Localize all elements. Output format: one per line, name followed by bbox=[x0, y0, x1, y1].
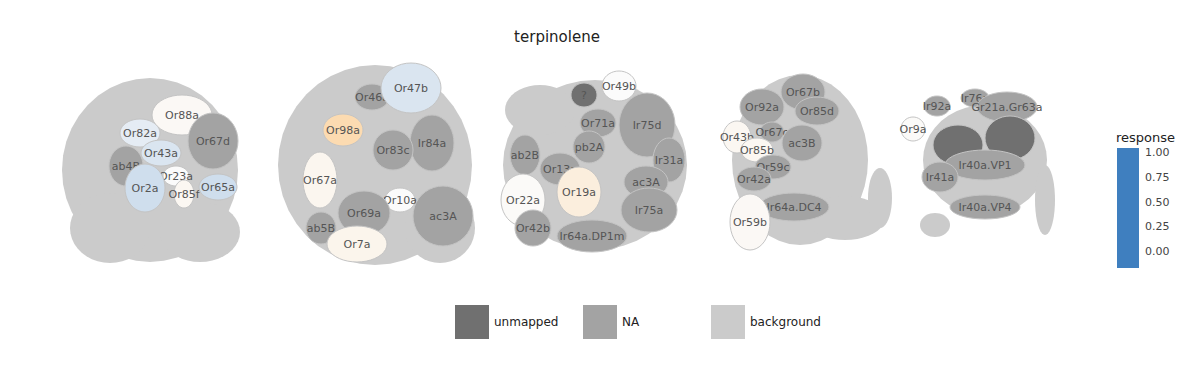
svg-text:0.75: 0.75 bbox=[1145, 171, 1170, 184]
svg-text:Ir64a.DP1m: Ir64a.DP1m bbox=[560, 230, 625, 243]
svg-text:Or19a: Or19a bbox=[562, 186, 596, 199]
svg-text:Or47b: Or47b bbox=[394, 82, 428, 95]
svg-text:1.00: 1.00 bbox=[1145, 146, 1170, 159]
svg-text:Or7a: Or7a bbox=[344, 238, 371, 251]
svg-text:ac3A: ac3A bbox=[429, 210, 457, 223]
svg-text:NA: NA bbox=[622, 315, 640, 329]
svg-text:Ir75a: Ir75a bbox=[635, 204, 664, 217]
svg-text:Or23a: Or23a bbox=[159, 169, 193, 183]
svg-text:Or69a: Or69a bbox=[347, 207, 381, 220]
svg-text:Or67b: Or67b bbox=[786, 86, 820, 99]
svg-text:Or42b: Or42b bbox=[516, 222, 550, 235]
svg-text:background: background bbox=[750, 315, 821, 329]
svg-text:Ir84a: Ir84a bbox=[418, 137, 447, 150]
svg-text:Or71a: Or71a bbox=[581, 117, 615, 130]
svg-text:Or83c: Or83c bbox=[376, 144, 409, 157]
svg-text:Or67a: Or67a bbox=[303, 174, 337, 187]
svg-text:Ir76a: Ir76a bbox=[960, 91, 990, 105]
svg-text:Or67d: Or67d bbox=[196, 135, 230, 148]
svg-text:ab2B: ab2B bbox=[511, 149, 539, 162]
svg-text:0.25: 0.25 bbox=[1145, 220, 1170, 233]
svg-text:Or13a: Or13a bbox=[543, 162, 577, 176]
svg-text:Or85b: Or85b bbox=[740, 144, 774, 157]
svg-text:Ir40a.VP1: Ir40a.VP1 bbox=[958, 159, 1011, 172]
svg-text:pb2A: pb2A bbox=[575, 141, 604, 154]
svg-text:Or49b: Or49b bbox=[602, 80, 636, 93]
svg-text:Ir92a: Ir92a bbox=[923, 100, 952, 113]
svg-text:ac3B: ac3B bbox=[788, 137, 815, 150]
html-text:Or43bOr67c: Or43bOr67c bbox=[719, 125, 789, 144]
svg-text:Ir41a: Ir41a bbox=[926, 171, 955, 184]
svg-text:Gr21a.Gr63a: Gr21a.Gr63a bbox=[971, 101, 1042, 114]
svg-text:Or2a: Or2a bbox=[132, 182, 159, 195]
svg-text:Or65a: Or65a bbox=[201, 181, 235, 194]
svg-text:Or59b: Or59b bbox=[733, 216, 767, 229]
svg-text:Or88a: Or88a bbox=[165, 109, 199, 122]
svg-text:Or46a: Or46a bbox=[355, 90, 389, 104]
svg-text:Or42a: Or42a bbox=[737, 173, 771, 186]
svg-text:Or59c: Or59c bbox=[756, 160, 790, 174]
svg-text:terpinolene: terpinolene bbox=[514, 28, 600, 46]
svg-text:ac3A: ac3A bbox=[632, 176, 660, 189]
svg-text:Ir40a.VP4: Ir40a.VP4 bbox=[958, 201, 1011, 214]
svg-text:Or10a: Or10a bbox=[383, 193, 417, 207]
svg-text:Or82a: Or82a bbox=[123, 127, 157, 140]
svg-text:response: response bbox=[1116, 130, 1175, 145]
svg-text:Or85f: Or85f bbox=[168, 188, 200, 201]
svg-text:Or98a: Or98a bbox=[326, 124, 360, 137]
svg-text:Ir64a.DC4: Ir64a.DC4 bbox=[766, 201, 821, 214]
svg-text:unmapped: unmapped bbox=[494, 315, 559, 329]
svg-text:ab5B: ab5B bbox=[307, 222, 335, 235]
svg-text:Or43a: Or43a bbox=[144, 147, 178, 160]
svg-text:Ir75d: Ir75d bbox=[633, 119, 662, 132]
svg-text:Or22a: Or22a bbox=[506, 194, 540, 207]
svg-text:Or9a: Or9a bbox=[900, 123, 927, 136]
svg-text:Or92a: Or92a bbox=[745, 101, 779, 114]
svg-text:?: ? bbox=[581, 89, 587, 102]
svg-text:Ir31a: Ir31a bbox=[655, 154, 684, 167]
svg-text:Or85d: Or85d bbox=[800, 105, 834, 118]
svg-text:0.50: 0.50 bbox=[1145, 196, 1170, 209]
svg-text:ab4B: ab4B bbox=[111, 159, 141, 173]
svg-text:0.00: 0.00 bbox=[1145, 245, 1170, 258]
